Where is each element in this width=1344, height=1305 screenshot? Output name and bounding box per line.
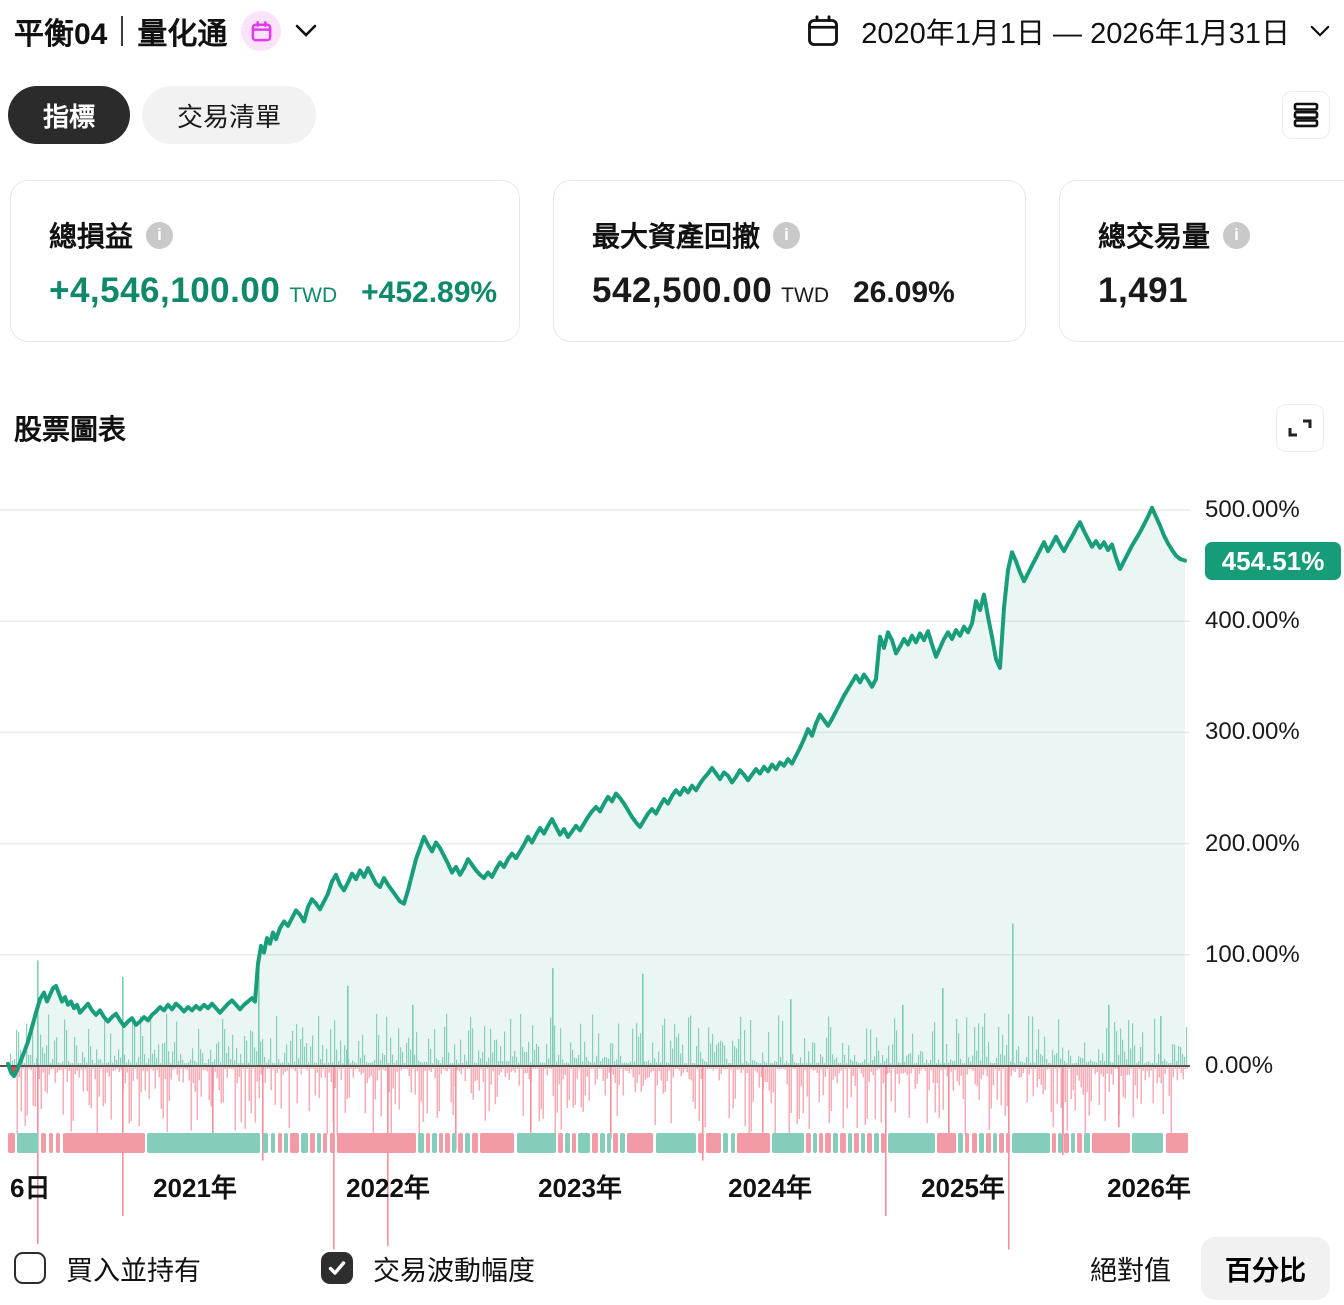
tab-trade-list[interactable]: 交易清單 — [142, 86, 317, 144]
info-icon[interactable]: i — [1223, 221, 1251, 249]
tabs-row: 指標 交易清單 — [8, 85, 1330, 145]
volatility-label[interactable]: 交易波動幅度 — [373, 1255, 535, 1286]
pnl-currency: TWD — [289, 284, 338, 307]
x-tick-label: 2026年 — [1107, 1173, 1191, 1203]
calendar-icon — [808, 15, 839, 46]
x-tick-label: 2022年 — [346, 1173, 430, 1203]
card-title: 總交易量 — [1098, 221, 1211, 252]
volatility-checkbox[interactable] — [321, 1252, 353, 1284]
card-total-trades: 總交易量 i 1,491 — [1059, 180, 1344, 342]
list-icon — [1293, 102, 1319, 128]
equity-chart: 500.00% 400.00% 300.00% 200.00% 100.00% 0.00%… — [0, 490, 1344, 1305]
y-tick-label: 500.00% — [1205, 496, 1300, 523]
drawdown-currency: TWD — [781, 284, 829, 307]
x-tick-label: 2025年 — [921, 1173, 1005, 1203]
x-tick-label: 2024年 — [728, 1173, 812, 1203]
value-mode-switch: 絕對值 百分比 — [1090, 1236, 1330, 1300]
check-icon — [328, 1261, 346, 1275]
chart-section-head: 股票圖表 — [14, 400, 1324, 456]
card-title: 總損益 — [49, 221, 134, 252]
chart-plot-area[interactable] — [0, 490, 1344, 1305]
strategy-title-group[interactable]: 平衡04 量化通 — [14, 9, 317, 53]
card-total-pnl: 總損益 i +4,546,100.00 TWD +452.89% — [10, 180, 520, 342]
y-tick-label: 200.00% — [1205, 829, 1300, 857]
calendar-pink-icon — [251, 20, 272, 41]
date-range-picker[interactable]: 2020年1月1日 — 2026年1月31日 — [805, 10, 1330, 52]
card-max-drawdown: 最大資產回撤 i 542,500.00 TWD 26.09% — [553, 180, 1026, 342]
percent-mode-option[interactable]: 百分比 — [1201, 1236, 1330, 1300]
expand-chart-button[interactable] — [1276, 404, 1324, 452]
expand-icon — [1288, 419, 1312, 437]
buy-hold-checkbox[interactable] — [14, 1252, 46, 1284]
y-tick-label: 0.00% — [1205, 1052, 1274, 1079]
title-divider — [121, 16, 124, 46]
current-value-badge: 454.51% — [1205, 541, 1341, 580]
chevron-down-icon[interactable] — [295, 24, 317, 38]
header: 平衡04 量化通 2020年1月1日 — 2026年1月31日 — [14, 6, 1330, 56]
x-tick-label: 2021年 — [153, 1173, 237, 1203]
volatility-toggle[interactable]: 交易波動幅度 — [321, 1249, 535, 1288]
info-icon[interactable]: i — [773, 221, 801, 249]
strategy-badge — [241, 11, 282, 51]
info-icon[interactable]: i — [146, 221, 174, 249]
tab-indicators[interactable]: 指標 — [8, 86, 131, 144]
y-tick-label: 300.00% — [1205, 718, 1300, 746]
chart-title: 股票圖表 — [14, 414, 127, 445]
stat-cards: 總損益 i +4,546,100.00 TWD +452.89% 最大資產回撤 … — [10, 180, 1344, 342]
buy-hold-toggle[interactable]: 買入並持有 — [14, 1249, 201, 1288]
drawdown-value: 542,500.00 — [592, 271, 773, 310]
platform-name: 量化通 — [137, 18, 228, 51]
chevron-down-icon — [1310, 25, 1330, 37]
buy-hold-label[interactable]: 買入並持有 — [66, 1255, 201, 1286]
tabs: 指標 交易清單 — [8, 86, 317, 144]
y-tick-label: 100.00% — [1205, 940, 1300, 968]
list-view-button[interactable] — [1282, 91, 1330, 139]
pnl-percent: +452.89% — [361, 276, 498, 309]
y-tick-label: 400.00% — [1205, 607, 1300, 635]
drawdown-percent: 26.09% — [853, 276, 955, 309]
x-tick-label: 2023年 — [538, 1173, 622, 1203]
absolute-mode-option[interactable]: 絕對值 — [1090, 1255, 1171, 1286]
pnl-value: +4,546,100.00 — [49, 271, 281, 310]
chart-controls: 買入並持有 交易波動幅度 絕對值 百分比 — [14, 1236, 1330, 1300]
strategy-name: 平衡04 — [14, 18, 108, 51]
date-range-text: 2020年1月1日 — 2026年1月31日 — [861, 18, 1290, 50]
card-title: 最大資產回撤 — [592, 221, 761, 252]
trades-value: 1,491 — [1098, 271, 1189, 310]
x-tick-label: 6日 — [10, 1173, 51, 1203]
